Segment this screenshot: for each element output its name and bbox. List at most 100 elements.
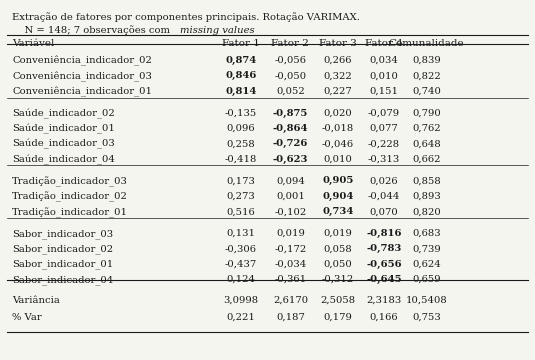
Text: 0,905: 0,905 [322,176,354,185]
Text: -0,044: -0,044 [368,192,400,201]
Text: 0,131: 0,131 [226,229,255,238]
Text: 0,874: 0,874 [225,56,256,65]
Text: Saúde_indicador_03: Saúde_indicador_03 [12,139,115,149]
Text: -0,656: -0,656 [366,260,402,269]
Text: 0,166: 0,166 [370,313,399,322]
Text: 0,839: 0,839 [412,56,441,65]
Text: 0,516: 0,516 [226,207,255,216]
Text: 0,322: 0,322 [323,71,352,80]
Text: 3,0998: 3,0998 [223,296,258,305]
Text: Variância: Variância [12,296,60,305]
Text: -0,726: -0,726 [273,139,308,148]
Text: -0,312: -0,312 [322,275,354,284]
Text: 2,6170: 2,6170 [273,296,308,305]
Text: 2,3183: 2,3183 [366,296,402,305]
Text: 0,648: 0,648 [412,139,441,148]
Text: 0,662: 0,662 [412,155,441,164]
Text: -0,050: -0,050 [274,71,307,80]
Text: 0,822: 0,822 [412,71,441,80]
Text: N = 148; 7 observações com: N = 148; 7 observações com [12,26,173,35]
Text: 0,734: 0,734 [322,207,354,216]
Text: 0,058: 0,058 [323,244,352,253]
Text: 0,858: 0,858 [412,176,441,185]
Text: -0,864: -0,864 [273,124,308,133]
Text: 0,034: 0,034 [370,56,399,65]
Text: Conveniência_indicador_02: Conveniência_indicador_02 [12,56,152,66]
Text: -0,783: -0,783 [366,244,402,253]
Text: -0,034: -0,034 [274,260,307,269]
Text: -0,135: -0,135 [225,109,257,118]
Text: 0,258: 0,258 [226,139,255,148]
Text: 0,683: 0,683 [412,229,441,238]
Text: Tradição_indicador_03: Tradição_indicador_03 [12,176,128,187]
Text: -0,046: -0,046 [322,139,354,148]
Text: Saúde_indicador_02: Saúde_indicador_02 [12,109,115,119]
Text: 0,659: 0,659 [412,275,441,284]
Text: -0,079: -0,079 [368,109,400,118]
Text: 0,273: 0,273 [226,192,255,201]
Text: -0,816: -0,816 [366,229,402,238]
Text: 0,227: 0,227 [323,87,352,96]
Text: Comunalidade: Comunalidade [389,40,464,49]
Text: Conveniência_indicador_01: Conveniência_indicador_01 [12,87,152,97]
Text: -0,437: -0,437 [225,260,257,269]
Text: 0,846: 0,846 [225,71,257,80]
Text: missing values: missing values [180,26,255,35]
Text: Tradição_indicador_01: Tradição_indicador_01 [12,207,128,218]
Text: 0,124: 0,124 [226,275,255,284]
Text: 0,026: 0,026 [370,176,399,185]
Text: Sabor_indicador_03: Sabor_indicador_03 [12,229,113,239]
Text: Fator 3: Fator 3 [319,40,357,49]
Text: Saúde_indicador_01: Saúde_indicador_01 [12,124,115,134]
Text: 0,010: 0,010 [323,155,352,164]
Text: 2,5058: 2,5058 [320,296,355,305]
Text: 0,762: 0,762 [412,124,441,133]
Text: -0,228: -0,228 [368,139,400,148]
Text: Fator 4: Fator 4 [365,40,403,49]
Text: 0,753: 0,753 [412,313,441,322]
Text: 10,5408: 10,5408 [406,296,447,305]
Text: 0,820: 0,820 [412,207,441,216]
Text: Sabor_indicador_02: Sabor_indicador_02 [12,244,113,254]
Text: Fator 1: Fator 1 [222,40,260,49]
Text: -0,172: -0,172 [274,244,307,253]
Text: 0,221: 0,221 [226,313,255,322]
Text: Variável: Variável [12,40,55,49]
Text: 0,070: 0,070 [370,207,399,216]
Text: -0,361: -0,361 [274,275,307,284]
Text: -0,623: -0,623 [273,155,308,164]
Text: 0,077: 0,077 [370,124,399,133]
Text: Conveniência_indicador_03: Conveniência_indicador_03 [12,71,152,82]
Text: 0,001: 0,001 [276,192,305,201]
Text: -0,018: -0,018 [322,124,354,133]
Text: 0,790: 0,790 [412,109,441,118]
Text: 0,094: 0,094 [276,176,305,185]
Text: Tradição_indicador_02: Tradição_indicador_02 [12,192,128,202]
Text: Saúde_indicador_04: Saúde_indicador_04 [12,155,115,165]
Text: 0,739: 0,739 [412,244,441,253]
Text: -0,306: -0,306 [225,244,257,253]
Text: 0,904: 0,904 [322,192,354,201]
Text: -0,313: -0,313 [368,155,400,164]
Text: Sabor_indicador_01: Sabor_indicador_01 [12,260,113,269]
Text: Sabor_indicador_04: Sabor_indicador_04 [12,275,113,285]
Text: Extração de fatores por componentes principais. Rotação VARIMAX.: Extração de fatores por componentes prin… [12,12,360,22]
Text: 0,052: 0,052 [276,87,305,96]
Text: -0,102: -0,102 [274,207,307,216]
Text: 0,096: 0,096 [227,124,255,133]
Text: -0,875: -0,875 [273,109,308,118]
Text: 0,814: 0,814 [225,87,257,96]
Text: 0,740: 0,740 [412,87,441,96]
Text: 0,173: 0,173 [226,176,255,185]
Text: % Var: % Var [12,313,42,322]
Text: Fator 2: Fator 2 [271,40,309,49]
Text: 0,624: 0,624 [412,260,441,269]
Text: 0,019: 0,019 [276,229,305,238]
Text: 0,187: 0,187 [276,313,305,322]
Text: -0,418: -0,418 [225,155,257,164]
Text: 0,010: 0,010 [370,71,399,80]
Text: 0,893: 0,893 [412,192,441,201]
Text: 0,266: 0,266 [324,56,352,65]
Text: -0,056: -0,056 [274,56,307,65]
Text: 0,151: 0,151 [370,87,399,96]
